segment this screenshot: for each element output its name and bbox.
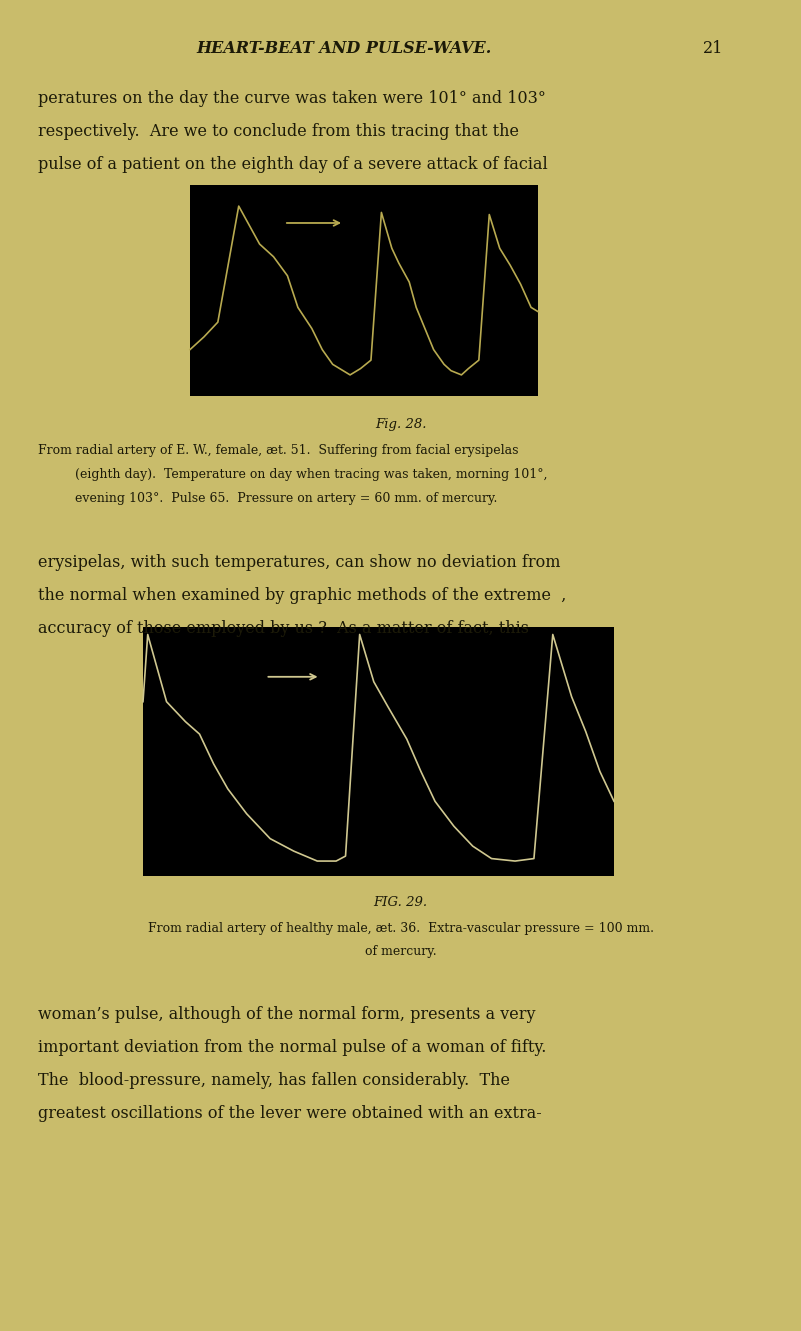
Text: accuracy of those employed by us ?  As a matter of fact, this: accuracy of those employed by us ? As a … xyxy=(38,620,529,638)
Text: HEART-BEAT AND PULSE-WAVE.: HEART-BEAT AND PULSE-WAVE. xyxy=(197,40,492,57)
Text: FIG. 29.: FIG. 29. xyxy=(373,896,428,909)
Text: peratures on the day the curve was taken were 101° and 103°: peratures on the day the curve was taken… xyxy=(38,91,545,106)
Text: the normal when examined by graphic methods of the extreme  ,: the normal when examined by graphic meth… xyxy=(38,587,566,604)
Text: respectively.  Are we to conclude from this tracing that the: respectively. Are we to conclude from th… xyxy=(38,122,519,140)
Bar xyxy=(143,627,614,876)
Text: 21: 21 xyxy=(702,40,723,57)
Text: of mercury.: of mercury. xyxy=(364,945,437,958)
Bar xyxy=(190,185,538,397)
Text: important deviation from the normal pulse of a woman of fifty.: important deviation from the normal puls… xyxy=(38,1040,546,1055)
Text: woman’s pulse, although of the normal form, presents a very: woman’s pulse, although of the normal fo… xyxy=(38,1006,536,1024)
Text: From radial artery of healthy male, æt. 36.  Extra-vascular pressure = 100 mm.: From radial artery of healthy male, æt. … xyxy=(147,922,654,934)
Text: pulse of a patient on the eighth day of a severe attack of facial: pulse of a patient on the eighth day of … xyxy=(38,156,548,173)
Text: (eighth day).  Temperature on day when tracing was taken, morning 101°,: (eighth day). Temperature on day when tr… xyxy=(75,469,548,480)
Text: erysipelas, with such temperatures, can show no deviation from: erysipelas, with such temperatures, can … xyxy=(38,554,561,571)
Text: The  blood-pressure, namely, has fallen considerably.  The: The blood-pressure, namely, has fallen c… xyxy=(38,1071,510,1089)
Text: greatest oscillations of the lever were obtained with an extra-: greatest oscillations of the lever were … xyxy=(38,1105,541,1122)
Text: From radial artery of E. W., female, æt. 51.  Suffering from facial erysipelas: From radial artery of E. W., female, æt.… xyxy=(38,445,518,457)
Text: evening 103°.  Pulse 65.  Pressure on artery = 60 mm. of mercury.: evening 103°. Pulse 65. Pressure on arte… xyxy=(75,492,497,504)
Text: Fig. 28.: Fig. 28. xyxy=(375,418,426,431)
